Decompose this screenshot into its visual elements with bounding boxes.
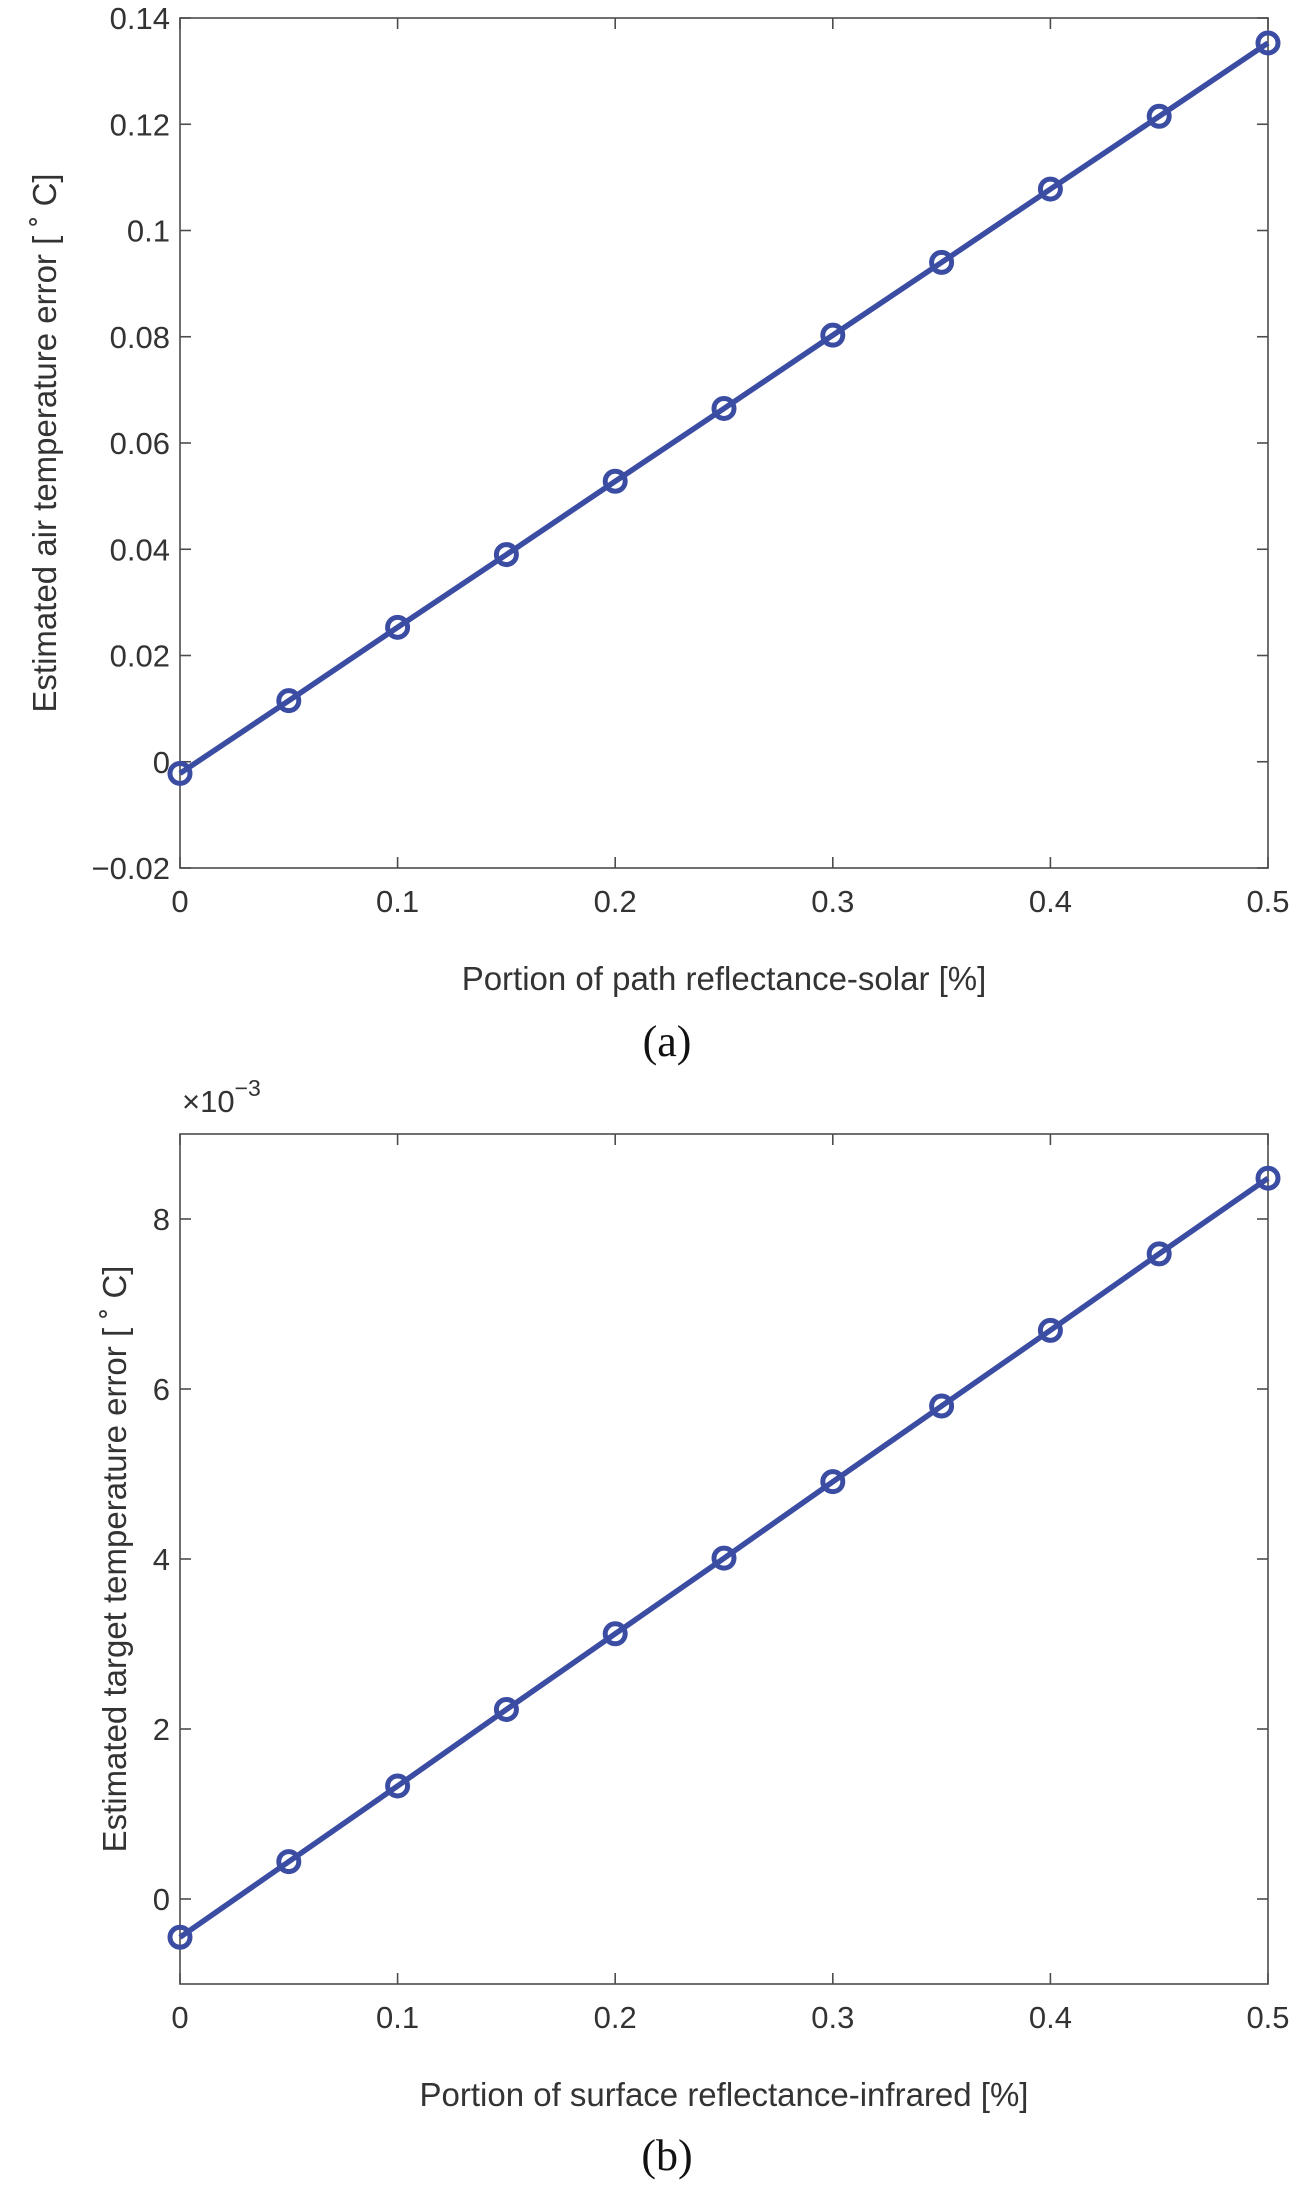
x-tick-label: 0 xyxy=(171,2000,188,2035)
y-axis-label-b: Estimated target temperature error [ ˚ C… xyxy=(96,1266,133,1853)
y-tick-label: 0.14 xyxy=(110,1,170,36)
data-point-marker xyxy=(820,322,846,348)
y-tick-label: 0.04 xyxy=(110,532,170,567)
x-axis-label-a: Portion of path reflectance-solar [%] xyxy=(462,960,987,997)
chart-panel-b: 0 0.1 0.2 0.3 0.4 0.5 0 2 4 6 8 ×10−3 Portion of s… xyxy=(96,1075,1290,2180)
x-tick-label: 0 xyxy=(171,884,188,919)
data-point-marker xyxy=(820,1469,846,1495)
data-point-marker xyxy=(929,1393,955,1419)
y-tick-label: 4 xyxy=(153,1542,170,1577)
data-point-marker xyxy=(493,1696,519,1722)
y-tick-label: 8 xyxy=(153,1202,170,1237)
y-tick-label: 0 xyxy=(153,745,170,780)
x-tick-label: 0.1 xyxy=(376,884,419,919)
plot-area-a xyxy=(179,17,1269,869)
data-point-marker xyxy=(276,688,302,714)
exponent-base: ×10 xyxy=(182,1084,235,1119)
exponent-label-b: ×10−3 xyxy=(182,1075,261,1119)
y-tick-label: 0.08 xyxy=(110,320,170,355)
data-point-marker xyxy=(1146,103,1172,129)
data-point-marker xyxy=(711,395,737,421)
data-point-marker xyxy=(385,614,411,640)
ticks-b xyxy=(179,1134,1269,1984)
data-point-marker xyxy=(1146,1241,1172,1267)
data-point-marker xyxy=(167,760,193,786)
x-tick-label: 0.3 xyxy=(811,884,854,919)
y-tick-label: 0.12 xyxy=(110,107,170,142)
x-tick-label: 0.5 xyxy=(1246,884,1289,919)
y-tick-label: 0.1 xyxy=(127,214,170,249)
y-tick-label: −0.02 xyxy=(92,851,170,886)
data-point-marker xyxy=(1037,176,1063,202)
data-point-marker xyxy=(493,542,519,568)
caption-a: (a) xyxy=(643,1017,692,1066)
x-tick-label: 0.4 xyxy=(1029,884,1072,919)
data-point-marker xyxy=(385,1773,411,1799)
ticks-a xyxy=(179,17,1269,869)
x-tick-label: 0.5 xyxy=(1246,2000,1289,2035)
chart-panel-a: 0 0.1 0.2 0.3 0.4 0.5−0.0200.020.040.060.080.… xyxy=(26,1,1290,1066)
markers-a xyxy=(167,30,1281,786)
data-point-marker xyxy=(602,468,628,494)
data-point-marker xyxy=(602,1621,628,1647)
y-tick-label: 2 xyxy=(153,1712,170,1747)
data-point-marker xyxy=(167,1924,193,1950)
x-tick-label: 0.2 xyxy=(594,884,637,919)
y-tick-label: 0 xyxy=(153,1882,170,1917)
data-point-marker xyxy=(1255,30,1281,56)
data-point-marker xyxy=(711,1545,737,1571)
data-point-marker xyxy=(1037,1317,1063,1343)
data-point-marker xyxy=(276,1849,302,1875)
exponent-power: −3 xyxy=(235,1075,261,1101)
series-line-b xyxy=(178,1175,1270,1940)
y-axis-label-a: Estimated air temperature error [ ˚ C] xyxy=(26,173,63,712)
y-tick-label: 0.02 xyxy=(110,639,170,674)
caption-b: (b) xyxy=(641,2131,692,2180)
x-tick-label: 0.1 xyxy=(376,2000,419,2035)
tick-labels-a: 0 0.1 0.2 0.3 0.4 0.5−0.0200.020.040.060.080.… xyxy=(92,1,1290,919)
x-axis-label-b: Portion of surface reflectance-infrared … xyxy=(420,2076,1029,2113)
data-point-marker xyxy=(929,249,955,275)
y-tick-label: 0.06 xyxy=(110,426,170,461)
data-point-marker xyxy=(1255,1165,1281,1191)
x-tick-label: 0.3 xyxy=(811,2000,854,2035)
markers-b xyxy=(167,1165,1281,1950)
tick-labels-b: 0 0.1 0.2 0.3 0.4 0.5 0 2 4 6 8 xyxy=(153,1202,1290,2035)
x-tick-label: 0.2 xyxy=(594,2000,637,2035)
x-tick-label: 0.4 xyxy=(1029,2000,1072,2035)
series-line-a xyxy=(178,40,1270,776)
y-tick-label: 6 xyxy=(153,1372,170,1407)
